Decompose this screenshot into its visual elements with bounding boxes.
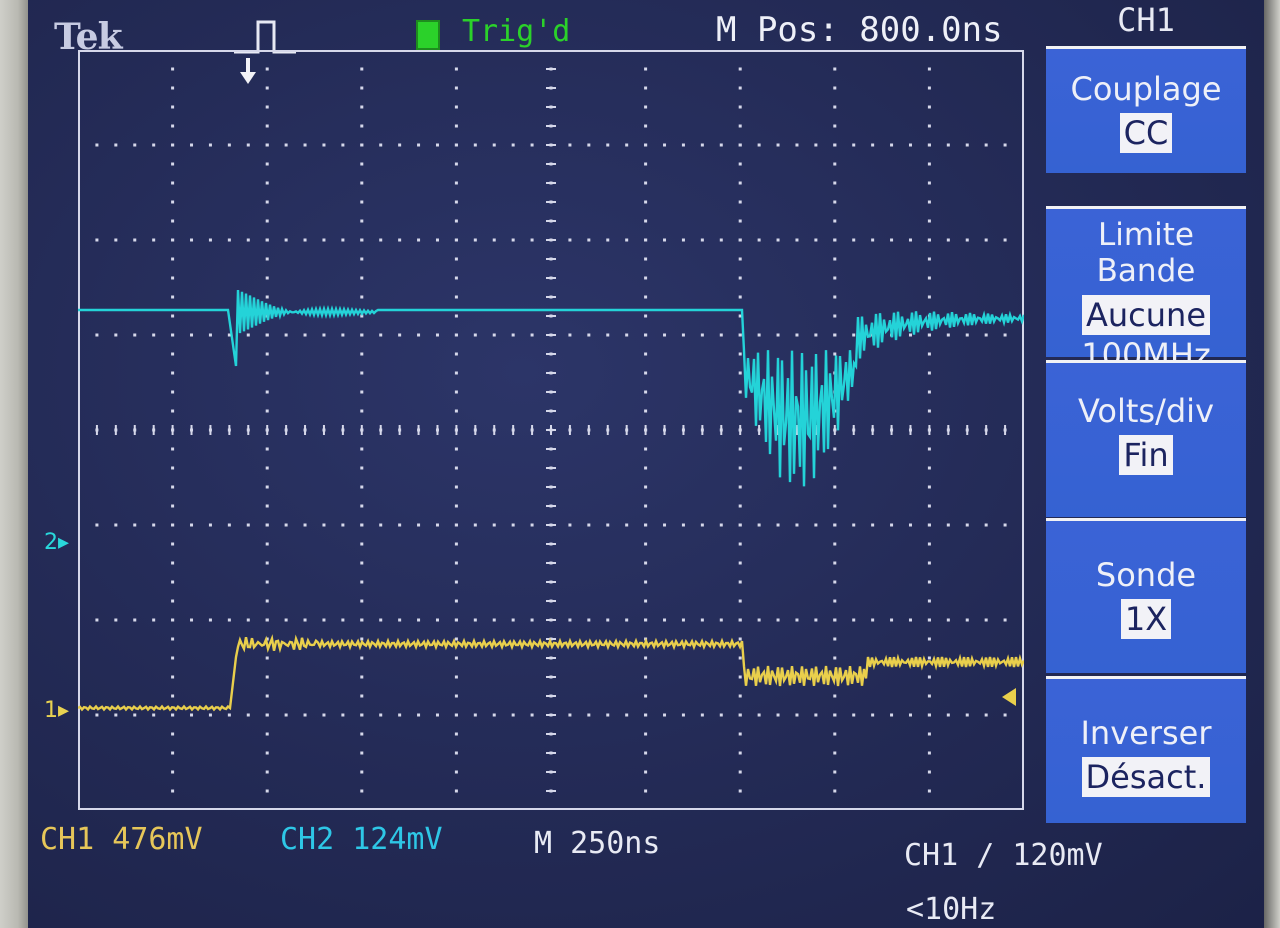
oscilloscope-screen: Tek Trig'd M Pos: 800.0ns 2▸ 1▸ CH1 476m… [28,0,1264,928]
trigger-status-icon [416,20,440,50]
ch2-waveform [78,289,1024,487]
trigger-status: Trig'd [462,14,571,49]
down-arrow-icon [240,58,256,84]
trigger-readout: CH1 ∕ 120mV [904,838,1103,873]
menu-item-value: Désact. [1081,757,1211,797]
menu-item-couplage[interactable]: Couplage CC [1046,46,1246,173]
ch1-ground-marker: 1▸ [44,698,70,723]
menu-item-value: 1X [1120,599,1172,639]
menu-item-limite-bande[interactable]: Limite Bande Aucune 100MHz [1046,206,1246,373]
menu-item-value: CC [1119,113,1173,153]
menu-item-value: Aucune [1081,295,1210,335]
bezel-right [1262,0,1280,928]
trigger-frequency-readout: <10Hz [906,892,997,927]
menu-item-label: Sonde [1095,556,1197,594]
menu-item-inverser[interactable]: Inverser Désact. [1046,676,1246,823]
graticule-grid [78,50,1024,810]
ch1-scale-readout: CH1 476mV [40,822,203,857]
ch1-waveform [78,634,1024,712]
timebase-readout: M 250ns [534,826,661,861]
menu-item-label: Limite Bande [1096,217,1196,289]
menu-item-label: Volts/div [1077,392,1214,430]
menu-item-value: Fin [1119,435,1173,475]
horizontal-position: M Pos: 800.0ns [716,10,1003,50]
left-arrow-icon [1002,688,1016,706]
menu-item-label: Inverser [1080,714,1212,752]
menu-title: CH1 [1117,1,1175,39]
waveform-display [78,50,1024,810]
status-bar: Tek Trig'd M Pos: 800.0ns [28,0,1048,58]
ch2-ground-marker: 2▸ [44,530,70,555]
channel-menu: CH1 Couplage CC Limite Bande Aucune 100M… [1046,0,1246,823]
bezel-left [0,0,30,928]
ch2-scale-readout: CH2 124mV [280,822,443,857]
menu-item-volts-div[interactable]: Volts/div Fin [1046,360,1246,517]
menu-item-sonde[interactable]: Sonde 1X [1046,518,1246,673]
menu-item-label: Couplage [1070,70,1222,108]
